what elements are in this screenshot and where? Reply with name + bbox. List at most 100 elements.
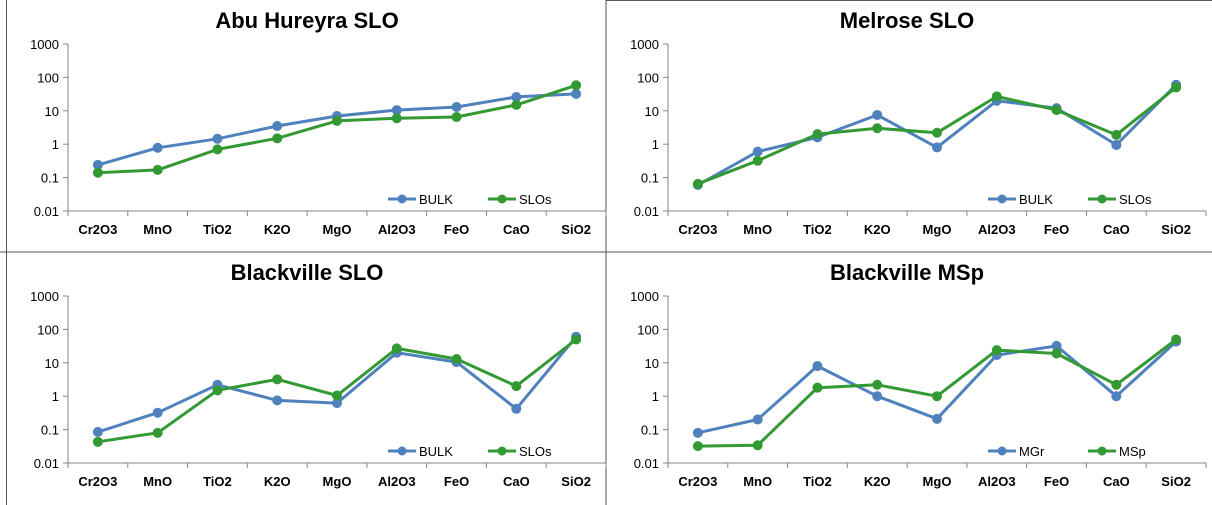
chart-title: Blackville SLO	[231, 260, 384, 285]
legend-label: SLOs	[1119, 192, 1152, 207]
y-tick-label: 1	[52, 137, 59, 152]
x-tick-label: Al2O3	[978, 474, 1016, 489]
legend-marker	[1097, 446, 1107, 456]
x-tick-label: SiO2	[1161, 474, 1191, 489]
legend-entry-msp: MSp	[1088, 444, 1146, 459]
legend-label: SLOs	[519, 192, 552, 207]
legend-marker	[1097, 194, 1107, 204]
data-point	[511, 99, 522, 110]
series-bulk	[92, 331, 582, 437]
x-tick-label: MgO	[323, 474, 352, 489]
legend-entry-slos: SLOs	[1088, 192, 1152, 207]
legend-entry-bulk: BULK	[388, 192, 453, 207]
data-point	[332, 115, 342, 126]
x-tick-label: FeO	[1044, 474, 1069, 489]
x-tick-label: SiO2	[561, 474, 591, 489]
data-point	[332, 390, 342, 401]
y-tick-label: 1	[652, 137, 659, 152]
x-tick-label: SiO2	[1161, 222, 1191, 237]
data-point	[1111, 391, 1122, 402]
x-tick-label: TiO2	[203, 474, 232, 489]
data-point	[752, 146, 763, 157]
x-tick-label: FeO	[444, 474, 469, 489]
y-tick-label: 1000	[630, 289, 659, 304]
y-tick-label: 100	[637, 70, 659, 85]
data-point	[932, 413, 942, 424]
x-tick-label: Al2O3	[978, 222, 1016, 237]
data-point	[391, 343, 402, 354]
legend-entry-mgr: MGr	[988, 444, 1045, 459]
x-tick-label: MgO	[323, 222, 352, 237]
x-tick-label: K2O	[264, 222, 291, 237]
x-tick-label: Cr2O3	[78, 474, 117, 489]
data-point	[92, 436, 103, 447]
chart-blackville-slo: Blackville SLO 0.01 0.1 1 10 100 1000 Cr2O3 MnO T…	[30, 260, 607, 489]
data-point	[932, 391, 942, 402]
data-point	[212, 385, 223, 396]
legend-marker	[397, 446, 407, 456]
data-point	[812, 382, 823, 393]
x-tick-label: CaO	[1103, 474, 1130, 489]
y-tick-label: 10	[45, 356, 59, 371]
data-point	[752, 440, 763, 451]
x-tick-label: MnO	[743, 222, 772, 237]
y-tick-label: 0.01	[34, 456, 59, 471]
legend-marker	[397, 194, 407, 204]
data-point	[1111, 379, 1122, 390]
y-tick-label: 100	[37, 70, 59, 85]
x-tick-label: K2O	[864, 222, 891, 237]
legend-entry-bulk: BULK	[988, 192, 1053, 207]
legend-entry-slos: SLOs	[488, 444, 552, 459]
x-tick-label: TiO2	[803, 474, 832, 489]
y-tick-label: 10	[45, 104, 59, 119]
y-tick-label: 1000	[30, 37, 59, 52]
x-tick-label: Al2O3	[378, 474, 416, 489]
y-tick-label: 0.01	[634, 456, 659, 471]
data-point	[1051, 105, 1062, 116]
x-tick-label: FeO	[1044, 222, 1069, 237]
data-point	[812, 129, 823, 140]
data-point	[991, 345, 1002, 356]
series-msp	[692, 334, 1182, 452]
legend-label: MSp	[1119, 444, 1146, 459]
x-tick-label: FeO	[444, 222, 469, 237]
x-tick-label: CaO	[503, 474, 530, 489]
series-slos	[92, 80, 582, 178]
data-point	[1051, 348, 1062, 359]
data-point	[152, 142, 163, 153]
data-point	[692, 427, 703, 438]
data-point	[872, 391, 883, 402]
data-point	[451, 353, 462, 364]
legend-entry-slos: SLOs	[488, 192, 552, 207]
y-tick-label: 1000	[630, 37, 659, 52]
series-bulk	[92, 88, 582, 170]
y-tick-label: 1	[52, 389, 59, 404]
x-tick-label: MgO	[923, 222, 952, 237]
data-point	[92, 167, 103, 178]
data-point	[812, 361, 823, 372]
y-tick-label: 0.1	[41, 171, 59, 186]
x-tick-label: Cr2O3	[678, 474, 717, 489]
chart-abu-hureyra-slo: Abu Hureyra SLO 0.01 0.1 1 10 100 1000 Cr2O3 MnO…	[30, 8, 607, 237]
y-tick-label: 0.1	[641, 171, 659, 186]
data-point	[212, 144, 223, 155]
x-tick-label: Al2O3	[378, 222, 416, 237]
data-point	[152, 427, 163, 438]
data-point	[511, 381, 522, 392]
y-tick-label: 1000	[30, 289, 59, 304]
data-point	[872, 109, 883, 120]
legend-marker	[997, 446, 1007, 456]
legend-entry-bulk: BULK	[388, 444, 453, 459]
y-tick-label: 100	[37, 322, 59, 337]
y-tick-label: 0.1	[641, 423, 659, 438]
data-point	[92, 426, 103, 437]
data-point	[752, 155, 763, 166]
y-tick-label: 0.01	[634, 204, 659, 219]
legend-marker	[497, 446, 507, 456]
data-point	[1111, 129, 1122, 140]
y-tick-label: 0.01	[34, 204, 59, 219]
series-line	[97, 335, 578, 434]
data-point	[212, 133, 223, 144]
data-point	[272, 374, 283, 385]
